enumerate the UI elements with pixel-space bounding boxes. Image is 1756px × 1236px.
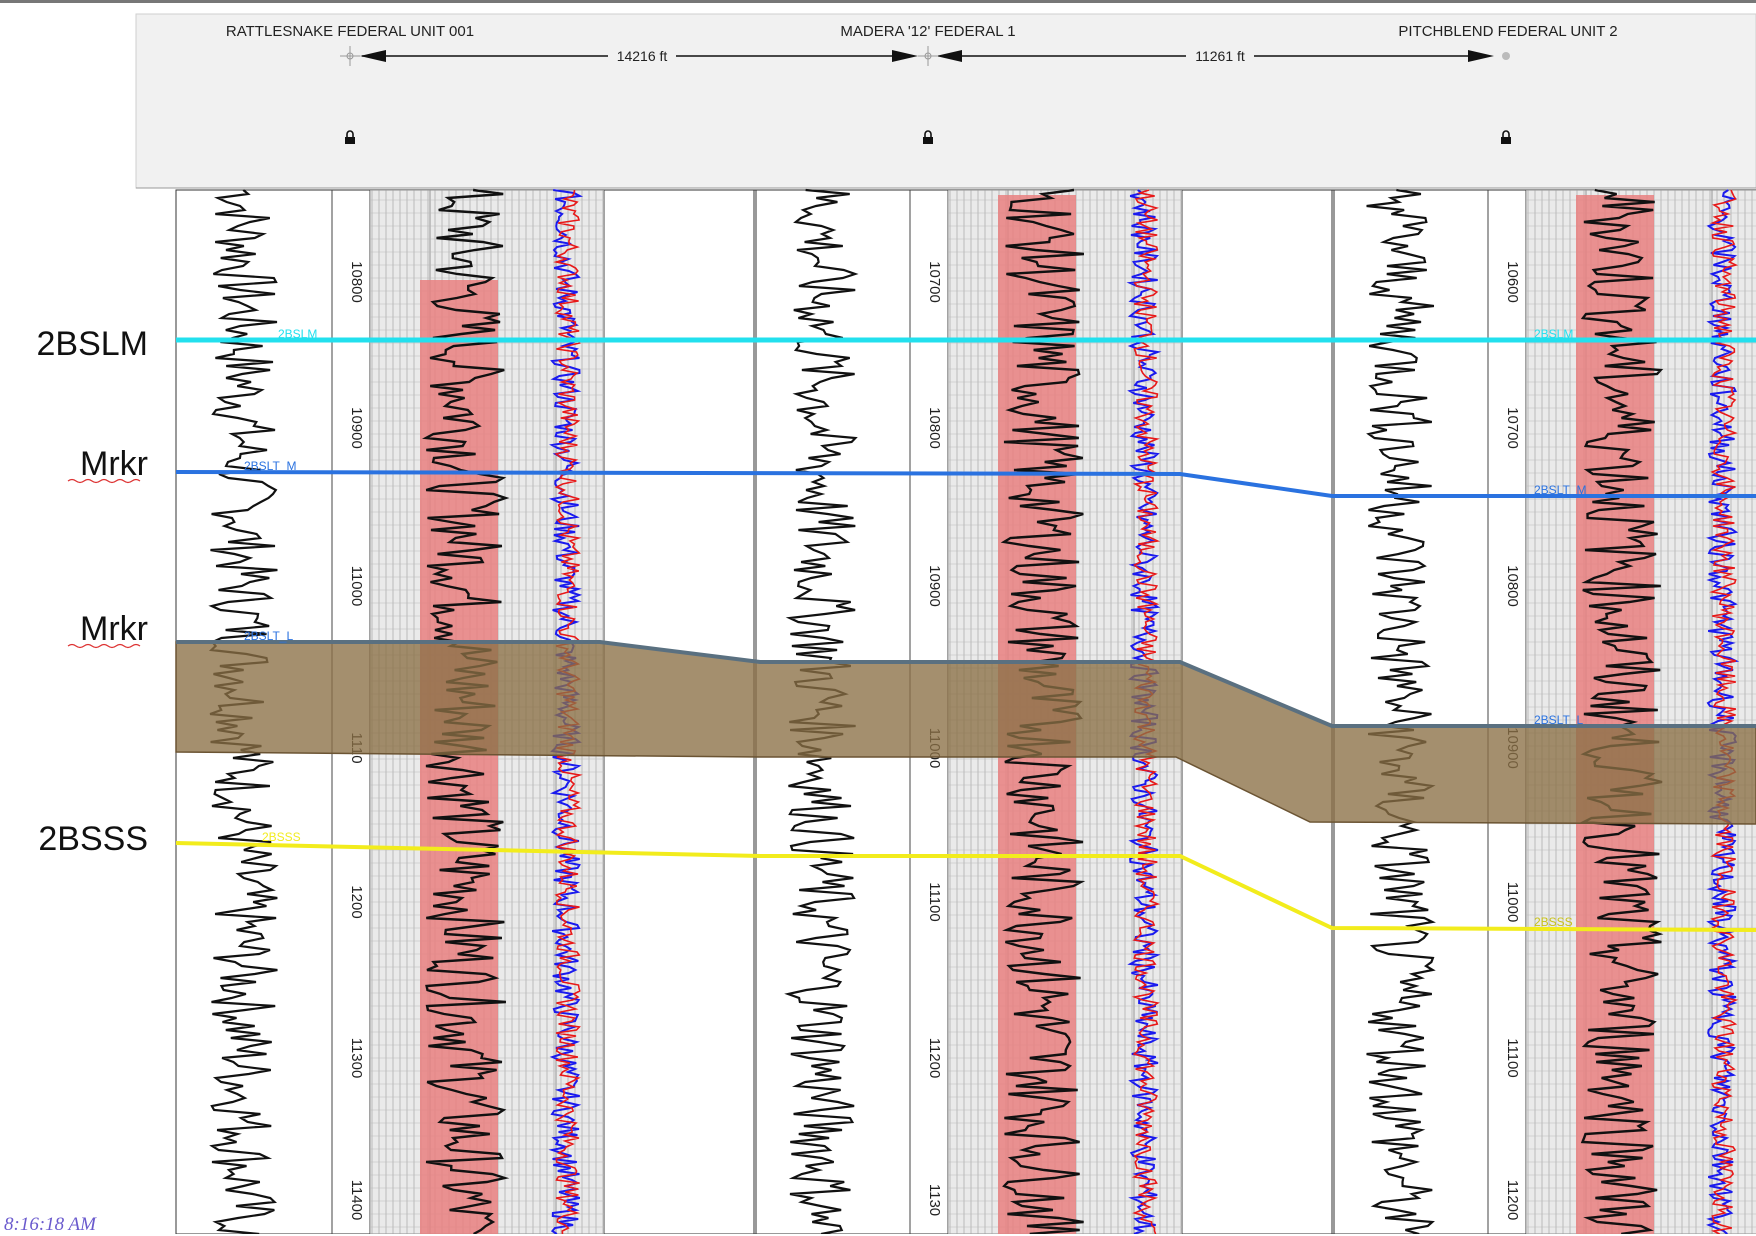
timestamp: 8:16:18 AM	[4, 1214, 96, 1235]
pick-label: 2BSSS	[262, 830, 301, 844]
depth-label: 10800	[1504, 565, 1521, 607]
depth-label: 11100	[1504, 1038, 1521, 1078]
depth-label: 10800	[348, 261, 365, 303]
depth-label: 11200	[1504, 1180, 1521, 1221]
horizon-label-mrkr-1: Mrkr	[80, 445, 148, 483]
depth-label: 11400	[348, 1180, 365, 1221]
well-name-2: MADERA '12' FEDERAL 1	[840, 23, 1015, 40]
pick-label: 2BSLM	[1534, 327, 1573, 341]
depth-label: 10700	[1504, 407, 1521, 449]
depth-label: 1200	[348, 885, 365, 918]
depth-label: 11300	[348, 1038, 365, 1079]
depth-label: 10700	[926, 261, 943, 303]
distance-label-1: 14216 ft	[617, 48, 668, 64]
horizon-label-2bslm: 2BSLM	[37, 325, 149, 363]
gamma-ray-curve	[1366, 188, 1436, 1234]
depth-label: 11000	[1504, 882, 1521, 923]
lock-icon[interactable]	[1501, 130, 1511, 144]
lock-icon[interactable]	[345, 130, 355, 144]
depth-label: 10900	[926, 565, 943, 607]
spellcheck-squiggle	[67, 478, 141, 484]
well-symbol-icon	[1502, 52, 1510, 60]
depth-label: 10800	[926, 407, 943, 449]
well-symbol-icon	[918, 46, 938, 66]
lock-icon[interactable]	[923, 130, 933, 144]
pick-label: 2BSLT_M	[1534, 483, 1586, 497]
horizon-line-mrkr-upper	[175, 470, 1756, 498]
density-curve	[1709, 189, 1739, 1234]
horizon-line-2bsss	[175, 841, 1756, 932]
arrow-left-icon	[360, 50, 386, 62]
distance-label-2: 11261 ft	[1195, 48, 1245, 64]
depth-label: 1130	[926, 1184, 943, 1216]
arrow-left-icon	[936, 50, 962, 62]
pick-label: 2BSLT_L	[244, 629, 293, 643]
well-header: RATTLESNAKE FEDERAL UNIT 001 MADERA '12'…	[226, 23, 1618, 144]
horizon-line-mrkr-lower	[176, 640, 1756, 728]
depth-label: 10900	[348, 407, 365, 449]
well-name-3: PITCHBLEND FEDERAL UNIT 2	[1398, 23, 1617, 40]
spellcheck-squiggle	[67, 643, 141, 649]
resistivity-curve	[1579, 188, 1664, 1234]
pick-label: 2BSLT_L	[1534, 713, 1583, 727]
depth-label: 11200	[926, 1038, 943, 1079]
arrow-right-icon	[1468, 50, 1494, 62]
horizon-label-mrkr-2: Mrkr	[80, 610, 148, 648]
well-name-1: RATTLESNAKE FEDERAL UNIT 001	[226, 23, 474, 40]
pick-label: 2BSLM	[278, 327, 317, 341]
horizon-label-2bsss: 2BSSS	[38, 820, 148, 858]
arrow-right-icon	[892, 50, 918, 62]
well-symbol-icon	[340, 46, 360, 66]
depth-label: 11100	[926, 882, 943, 922]
pick-label: 2BSSS	[1534, 915, 1573, 929]
depth-label: 11000	[348, 566, 365, 607]
pick-label: 2BSLT_M	[244, 459, 296, 473]
depth-label: 10600	[1504, 261, 1521, 303]
header-panel	[135, 13, 1756, 189]
top-border	[0, 0, 1756, 3]
